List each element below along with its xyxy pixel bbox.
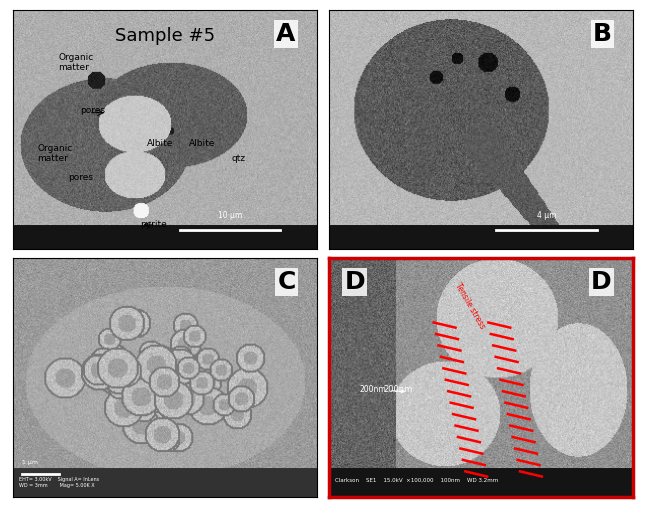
Text: 200nm: 200nm xyxy=(384,385,413,394)
Text: qtz: qtz xyxy=(232,154,246,163)
Text: B: B xyxy=(593,22,612,46)
Text: D: D xyxy=(344,270,365,294)
Text: WD = 3mm        Mag= 5.00K X: WD = 3mm Mag= 5.00K X xyxy=(19,483,94,488)
Text: pyrite: pyrite xyxy=(141,221,167,229)
Text: Albite: Albite xyxy=(147,139,173,148)
Text: Organic
matter: Organic matter xyxy=(37,143,72,163)
Text: Sample #5: Sample #5 xyxy=(115,27,215,45)
Text: Organic
matter: Organic matter xyxy=(59,53,94,73)
Text: 4 μm: 4 μm xyxy=(537,211,556,220)
Text: A: A xyxy=(276,22,296,46)
Text: pores: pores xyxy=(68,173,92,182)
Text: 200nm: 200nm xyxy=(359,385,404,394)
Text: EHT= 3.00kV    Signal A= InLens: EHT= 3.00kV Signal A= InLens xyxy=(19,478,99,482)
Text: C: C xyxy=(277,270,296,294)
Text: Tensile stress: Tensile stress xyxy=(453,281,487,331)
Text: Clarkson    SE1    15.0kV  ×100,000    100nm    WD 3.2mm: Clarkson SE1 15.0kV ×100,000 100nm WD 3.… xyxy=(335,478,499,483)
Text: D: D xyxy=(591,270,612,294)
Text: Albite: Albite xyxy=(189,139,216,148)
Text: pores: pores xyxy=(80,106,105,115)
Text: 10 μm: 10 μm xyxy=(218,211,242,220)
Text: 1 μm: 1 μm xyxy=(22,460,38,464)
